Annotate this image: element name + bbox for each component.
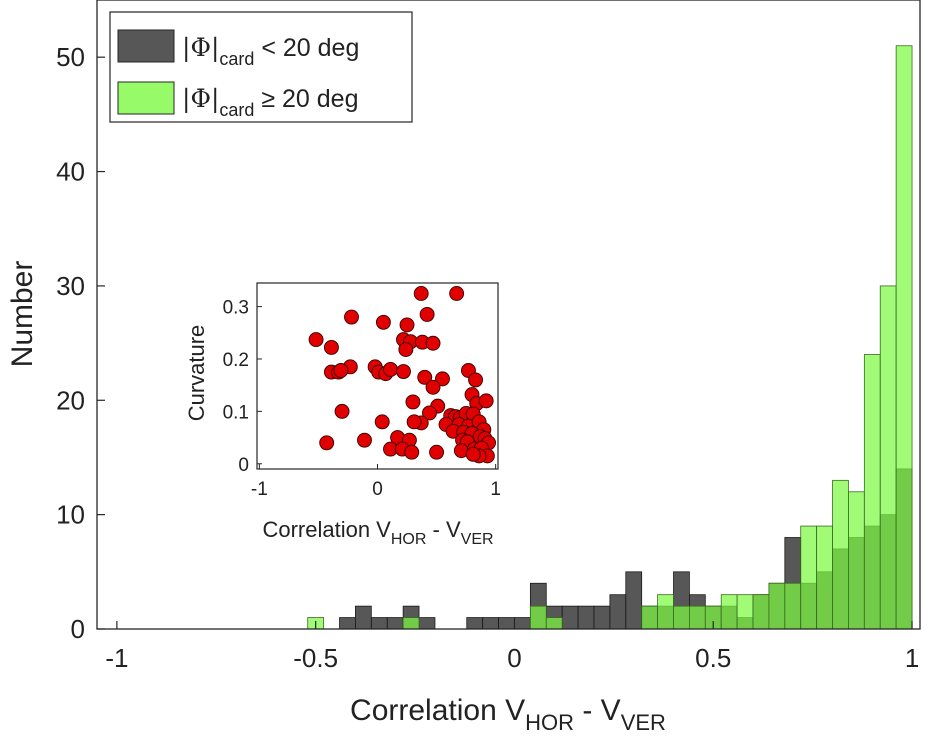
inset-y-tick-label: 0.2 (223, 350, 249, 371)
legend-swatch-dark (117, 29, 175, 63)
hist-bar (529, 605, 547, 630)
scatter-point (406, 414, 422, 430)
hist-bar (689, 605, 706, 630)
scatter-point (398, 342, 414, 357)
scatter-point (468, 372, 484, 388)
scatter-point (425, 335, 441, 351)
green-series-bars (307, 45, 913, 630)
hist-bar (879, 285, 897, 630)
main-ylabel: Number (6, 261, 39, 368)
y-tick-label: 20 (56, 385, 85, 415)
inset-points (308, 286, 496, 464)
scatter-point (422, 405, 437, 421)
hist-bar (720, 594, 738, 630)
hist-bar (848, 491, 865, 630)
main-axes-frame (96, 0, 921, 630)
scatter-point (435, 371, 450, 387)
scatter-point (374, 414, 390, 430)
hist-bar (593, 605, 611, 630)
y-tick-label: 0 (71, 614, 85, 644)
scatter-point (396, 364, 411, 379)
scatter-point (465, 446, 481, 462)
legend-entry-green: |Φ|card ≥ 20 deg (182, 84, 358, 120)
hist-bar (641, 605, 658, 630)
hist-bar (673, 605, 690, 630)
hist-bar (402, 617, 420, 630)
hist-bar (768, 582, 786, 630)
scatter-point (319, 435, 335, 451)
scatter-point (413, 286, 429, 301)
hist-bar (386, 617, 404, 630)
hist-bar (752, 594, 770, 630)
inset-y-tick-label: 0 (238, 455, 249, 476)
hist-bar (625, 571, 643, 630)
y-tick-label: 40 (56, 157, 85, 187)
hist-bar (339, 617, 356, 630)
scatter-point (449, 286, 465, 301)
y-tick-label: 10 (56, 500, 85, 530)
x-tick-label: -0.5 (293, 643, 338, 673)
scatter-point (419, 306, 435, 322)
hist-bar (816, 525, 833, 630)
scatter-point (404, 444, 420, 460)
hist-bar (784, 582, 802, 630)
legend-entry-dark: |Φ|card < 20 deg (182, 33, 359, 69)
hist-bar (895, 45, 913, 630)
x-tick-label: -1 (105, 643, 128, 673)
hist-bar (577, 605, 595, 630)
hist-bar (370, 617, 388, 630)
inset-x-tick-label: 0 (372, 479, 383, 500)
y-tick-label: 30 (56, 271, 85, 301)
legend: |Φ|card < 20 deg |Φ|card ≥ 20 deg (109, 11, 413, 123)
x-tick-label: 0.5 (695, 643, 731, 673)
scatter-point (334, 403, 350, 419)
inset-x-tick-label: -1 (251, 479, 268, 500)
scatter-point (323, 339, 339, 355)
scatter-point (425, 379, 441, 395)
scatter-point (344, 309, 359, 325)
scatter-point (308, 332, 324, 348)
scatter-point (333, 363, 349, 378)
scatter-point (405, 394, 421, 410)
main-xlabel: Correlation VHOR - VVER (350, 694, 666, 735)
hist-bar (863, 354, 881, 630)
hist-bar (609, 594, 627, 630)
scatter-point (429, 444, 445, 460)
hist-bar (418, 617, 436, 630)
x-tick-label: 1 (905, 643, 919, 673)
legend-swatch-green (117, 81, 175, 115)
hist-bar (561, 605, 579, 630)
inset-axis-ticks: -1 0 100.10.20.3 (223, 298, 501, 500)
inset-y-tick-label: 0.1 (223, 402, 249, 423)
inset-y-tick-label: 0.3 (223, 298, 249, 319)
y-tick-label: 50 (56, 42, 85, 72)
scatter-point (383, 362, 398, 377)
inset-xlabel: Correlation VHOR - VVER (262, 517, 493, 548)
hist-bar (800, 525, 818, 630)
scatter-point (375, 314, 391, 330)
hist-bar (736, 594, 754, 630)
inset-x-tick-label: 1 (490, 479, 501, 500)
hist-bar (832, 479, 849, 630)
hist-bar (545, 617, 563, 630)
inset-scatter: -1 0 100.10.20.3 Curvature Correlation VHO… (184, 282, 501, 548)
hist-bar (514, 617, 531, 630)
scatter-point (399, 317, 415, 333)
hist-bar (498, 617, 515, 630)
hist-bar (355, 605, 372, 630)
hist-bar (657, 594, 674, 630)
inset-ylabel: Curvature (184, 325, 209, 422)
hist-bar (466, 617, 484, 630)
scatter-point (417, 369, 433, 385)
scatter-point (357, 432, 372, 448)
scatter-point (478, 393, 494, 409)
hist-bar (482, 617, 499, 630)
x-tick-label: 0 (507, 643, 521, 673)
